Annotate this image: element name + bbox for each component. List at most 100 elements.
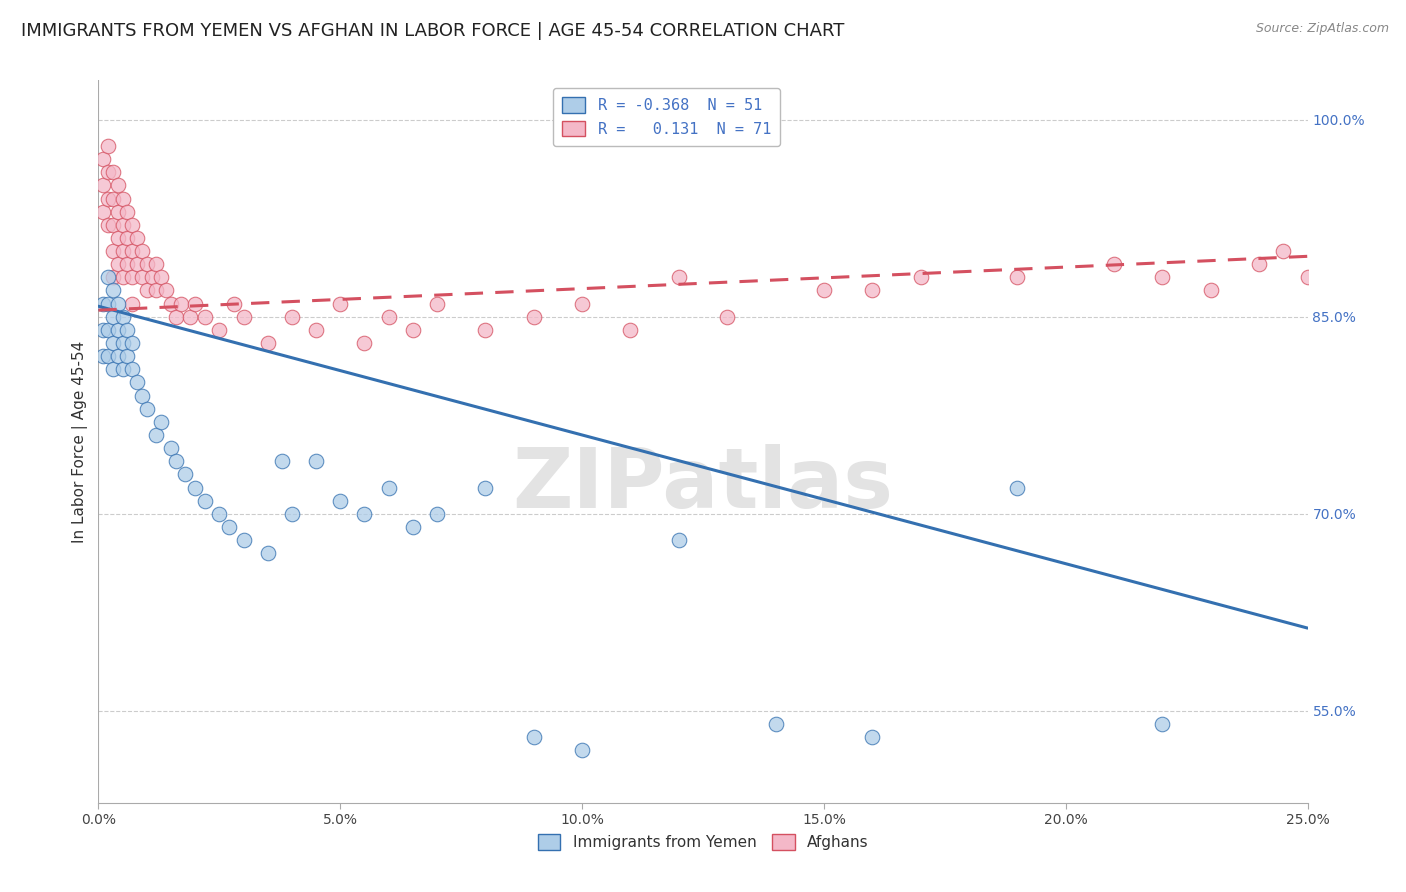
Point <box>232 310 254 324</box>
Point <box>184 481 207 495</box>
Point <box>101 270 124 285</box>
Point <box>97 192 120 206</box>
Point <box>107 296 129 310</box>
Point <box>194 310 217 324</box>
Point <box>107 257 129 271</box>
Point <box>165 454 187 468</box>
Point <box>107 323 129 337</box>
Point <box>765 717 787 731</box>
Point <box>1272 244 1295 258</box>
Point <box>97 218 120 232</box>
Point <box>97 270 120 285</box>
Point <box>1152 270 1174 285</box>
Point <box>97 165 120 179</box>
Point <box>97 139 120 153</box>
Point <box>208 323 231 337</box>
Point <box>910 270 932 285</box>
Point <box>474 481 496 495</box>
Point <box>101 192 124 206</box>
Point <box>1102 257 1125 271</box>
Point <box>813 284 835 298</box>
Point <box>121 270 143 285</box>
Point <box>131 388 153 402</box>
Point <box>141 270 163 285</box>
Point <box>668 533 690 547</box>
Point <box>218 520 240 534</box>
Point <box>117 257 139 271</box>
Point <box>121 362 143 376</box>
Point <box>145 257 167 271</box>
Point <box>91 178 114 193</box>
Point <box>101 310 124 324</box>
Y-axis label: In Labor Force | Age 45-54: In Labor Force | Age 45-54 <box>72 341 89 542</box>
Point <box>271 454 294 468</box>
Point <box>107 178 129 193</box>
Point <box>194 493 217 508</box>
Point <box>353 336 375 351</box>
Point <box>117 204 139 219</box>
Point <box>402 323 425 337</box>
Point <box>91 323 114 337</box>
Point <box>377 481 399 495</box>
Point <box>256 336 278 351</box>
Point <box>145 428 167 442</box>
Point <box>111 336 134 351</box>
Point <box>165 310 187 324</box>
Point <box>111 218 134 232</box>
Point <box>619 323 641 337</box>
Point <box>101 244 124 258</box>
Point <box>117 231 139 245</box>
Point <box>150 415 173 429</box>
Point <box>668 270 690 285</box>
Point <box>571 296 593 310</box>
Point <box>101 362 124 376</box>
Point <box>121 336 143 351</box>
Point <box>256 546 278 560</box>
Point <box>1249 257 1271 271</box>
Point <box>353 507 375 521</box>
Point <box>145 284 167 298</box>
Point <box>101 336 124 351</box>
Point <box>117 349 139 363</box>
Point <box>121 296 143 310</box>
Point <box>281 507 304 521</box>
Point <box>111 192 134 206</box>
Point <box>474 323 496 337</box>
Text: IMMIGRANTS FROM YEMEN VS AFGHAN IN LABOR FORCE | AGE 45-54 CORRELATION CHART: IMMIGRANTS FROM YEMEN VS AFGHAN IN LABOR… <box>21 22 845 40</box>
Point <box>1296 270 1319 285</box>
Point <box>131 270 153 285</box>
Point <box>111 310 134 324</box>
Point <box>135 401 157 416</box>
Point <box>305 454 328 468</box>
Point <box>127 257 149 271</box>
Point <box>1007 481 1029 495</box>
Point <box>426 296 449 310</box>
Point <box>281 310 304 324</box>
Point <box>127 231 149 245</box>
Point <box>523 310 546 324</box>
Point <box>91 204 114 219</box>
Point <box>135 257 157 271</box>
Point <box>111 270 134 285</box>
Point <box>155 284 177 298</box>
Point <box>135 284 157 298</box>
Point <box>184 296 207 310</box>
Point <box>117 323 139 337</box>
Point <box>1199 284 1222 298</box>
Point <box>402 520 425 534</box>
Text: ZIPatlas: ZIPatlas <box>513 444 893 525</box>
Point <box>97 296 120 310</box>
Point <box>97 349 120 363</box>
Point <box>232 533 254 547</box>
Point <box>208 507 231 521</box>
Point <box>107 231 129 245</box>
Point <box>174 467 197 482</box>
Point <box>107 204 129 219</box>
Legend: Immigrants from Yemen, Afghans: Immigrants from Yemen, Afghans <box>531 829 875 856</box>
Point <box>160 296 183 310</box>
Point <box>150 270 173 285</box>
Point <box>329 296 352 310</box>
Point <box>716 310 738 324</box>
Point <box>131 244 153 258</box>
Point <box>377 310 399 324</box>
